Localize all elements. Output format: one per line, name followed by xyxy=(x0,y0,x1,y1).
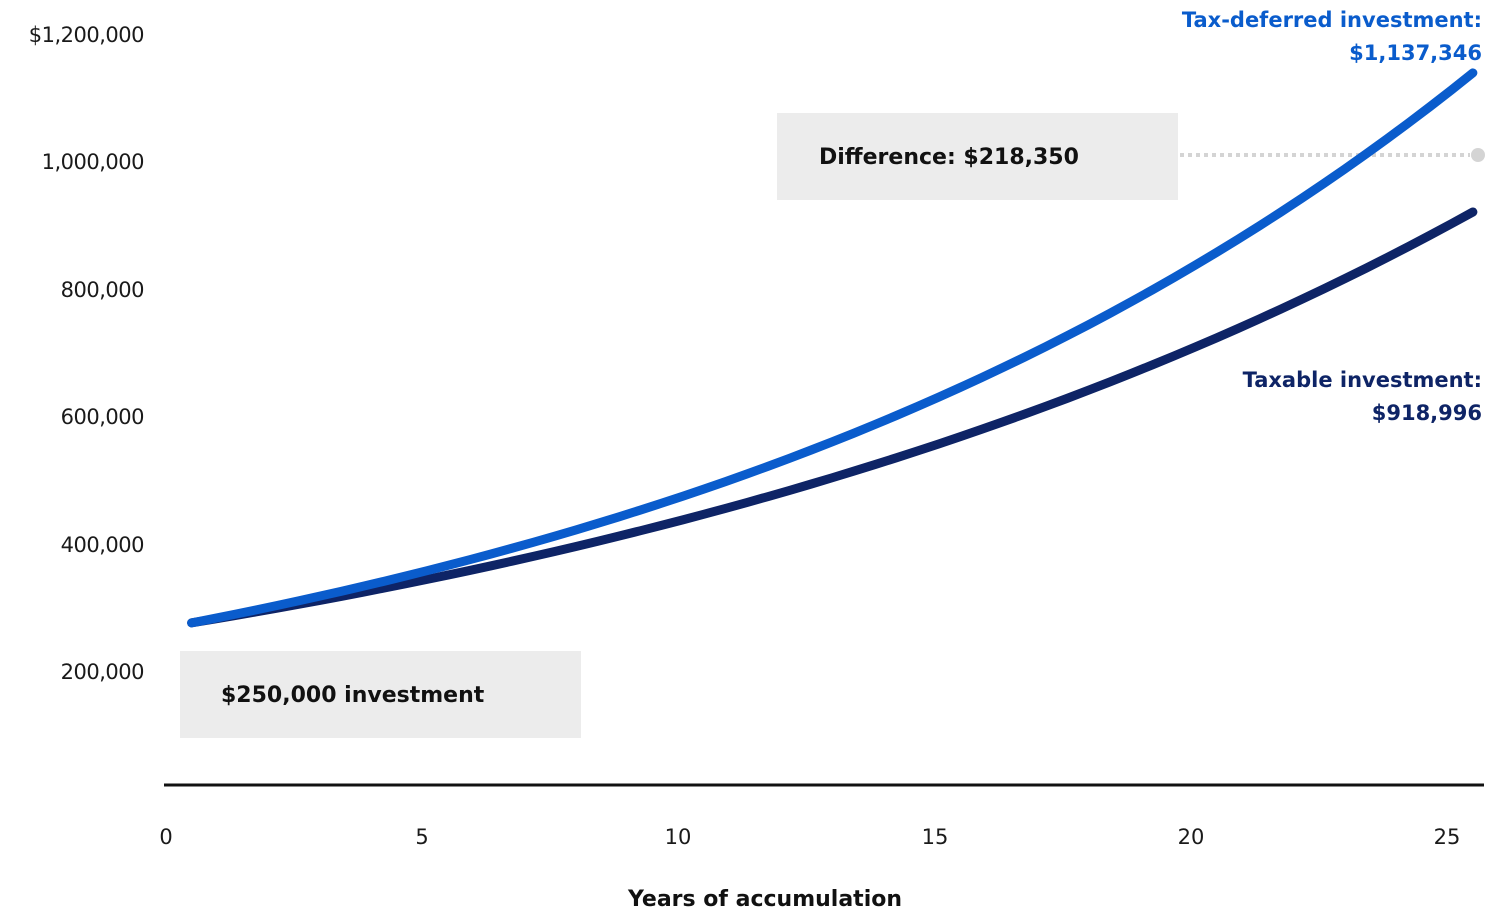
x-tick-label: 5 xyxy=(415,825,428,849)
investment-annotation-box xyxy=(180,651,581,738)
tax-deferred-label: Tax-deferred investment: xyxy=(1182,8,1482,32)
series-line-taxable xyxy=(187,207,1478,628)
series-line-tax-deferred xyxy=(187,68,1478,628)
difference-marker xyxy=(1471,148,1485,162)
y-tick-label: 200,000 xyxy=(61,660,144,684)
y-tick-label: 400,000 xyxy=(61,533,144,557)
investment-annotation-label: $250,000 investment xyxy=(221,683,485,708)
difference-annotation-box xyxy=(777,113,1178,200)
x-tick-label: 10 xyxy=(665,825,692,849)
taxable-value: $918,996 xyxy=(1372,401,1482,425)
y-tick-label: 600,000 xyxy=(61,405,144,429)
x-tick-label: 0 xyxy=(159,825,172,849)
x-tick-label: 15 xyxy=(922,825,949,849)
x-axis-title: Years of accumulation xyxy=(627,887,902,911)
tax-deferred-value: $1,137,346 xyxy=(1349,41,1482,65)
y-tick-label: 1,000,000 xyxy=(42,150,144,174)
y-tick-label: 800,000 xyxy=(61,278,144,302)
y-tick-label: $1,200,000 xyxy=(29,23,144,47)
difference-annotation-label: Difference: $218,350 xyxy=(819,145,1079,170)
taxable-label: Taxable investment: xyxy=(1243,368,1482,392)
x-tick-label: 25 xyxy=(1434,825,1461,849)
x-tick-label: 20 xyxy=(1178,825,1205,849)
